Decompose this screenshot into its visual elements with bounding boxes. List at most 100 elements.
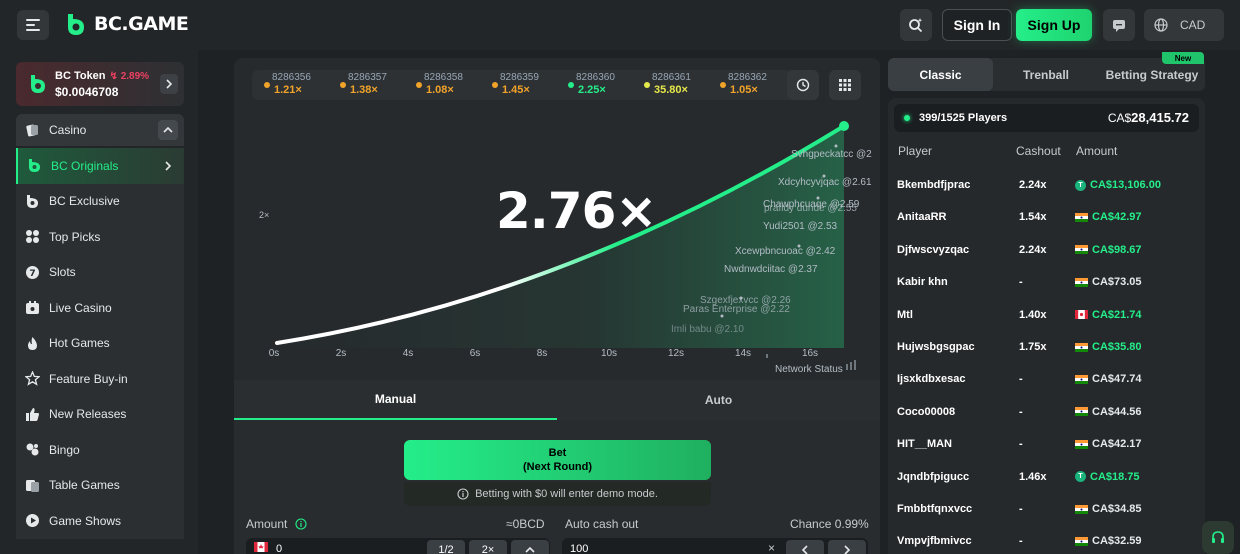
- auto-cashout-label: Auto cash out: [565, 517, 639, 531]
- bc-exclusive-icon: [25, 194, 40, 209]
- grid-view-button[interactable]: [829, 70, 861, 100]
- clear-icon[interactable]: ×: [768, 541, 776, 554]
- history-item[interactable]: 8286362 1.05×: [708, 70, 784, 100]
- tab-classic[interactable]: Classic: [888, 58, 993, 91]
- bc-token-card[interactable]: BC Token ↯ 2.89% $0.0046708: [16, 62, 184, 106]
- player-name[interactable]: Kabir khn: [897, 276, 948, 289]
- amount-input-value: 0: [276, 543, 283, 554]
- collapse-button[interactable]: [158, 120, 178, 140]
- player-row: Jqndbfpigucc 1.46x T CA$18.75: [888, 462, 1205, 494]
- india-flag-icon: [1075, 212, 1088, 222]
- player-name[interactable]: Coco00008: [897, 405, 956, 418]
- bet-button-label: Bet: [548, 447, 567, 459]
- player-name[interactable]: Hujwsbgsgpac: [897, 341, 975, 353]
- sidebar-item-bingo[interactable]: Bingo: [16, 432, 184, 468]
- tab-manual[interactable]: Manual: [234, 380, 557, 420]
- x-axis-tick: 14s: [734, 348, 752, 359]
- support-button[interactable]: [1202, 521, 1234, 554]
- player-name[interactable]: HIT__MAN: [897, 438, 953, 451]
- history-item[interactable]: 8286357 1.38×: [328, 70, 404, 100]
- search-button[interactable]: [900, 9, 932, 41]
- player-name[interactable]: Ijsxkdbxesac: [897, 373, 966, 386]
- player-row: Fmbbtfqnxvcc - CA$34.85: [888, 494, 1205, 526]
- player-amount-value: CA$21.74: [1092, 308, 1142, 321]
- amount-up-button[interactable]: [511, 540, 549, 554]
- cashout-label: Yudi2501 @2.53: [763, 221, 838, 232]
- flame-icon: [25, 336, 40, 351]
- sidebar-item-slots[interactable]: 7 Slots: [16, 254, 184, 290]
- bet-button[interactable]: Bet (Next Round): [404, 440, 711, 480]
- tab-trenball[interactable]: Trenball: [1022, 67, 1069, 82]
- chevron-up-icon: [163, 127, 173, 133]
- sign-in-button[interactable]: Sign In: [942, 9, 1012, 41]
- y-axis-tick: 2×: [259, 210, 270, 220]
- bc-token-icon: [31, 75, 45, 93]
- currency-label: CAD: [1180, 18, 1206, 32]
- history-dot: [264, 82, 270, 88]
- x-axis-tick: 4s: [402, 348, 414, 359]
- sidebar-item-feature-buy-in[interactable]: Feature Buy-in: [16, 361, 184, 397]
- player-cashout: 1.54x: [1019, 211, 1047, 224]
- history-item[interactable]: 8286360 2.25×: [556, 70, 632, 100]
- tab-auto[interactable]: Auto: [704, 393, 733, 407]
- table-games-icon: [25, 478, 40, 493]
- cashout-label: Xdcyhcyvjqac @2.61: [778, 177, 872, 188]
- history-dot: [644, 82, 650, 88]
- player-name[interactable]: Fmbbtfqnxvcc: [897, 503, 973, 515]
- crash-graph: 8286356 1.21× 8286357 1.38× 8286358 1.08…: [234, 58, 880, 380]
- sidebar-item-hot-games[interactable]: Hot Games: [16, 325, 184, 361]
- player-row: Kabir khn - CA$73.05: [888, 267, 1205, 299]
- chat-button[interactable]: [1103, 9, 1135, 41]
- player-name[interactable]: Bkembdfjprac: [897, 179, 971, 191]
- history-multiplier: 1.45×: [502, 84, 530, 96]
- token-expand-button[interactable]: [160, 74, 178, 94]
- history-item[interactable]: 8286356 1.21×: [252, 70, 328, 100]
- history-item[interactable]: 8286359 1.45×: [480, 70, 556, 100]
- bingo-icon: [25, 442, 40, 457]
- sidebar-item-label: New Releases: [49, 407, 127, 422]
- tab-betting-strategy[interactable]: Betting Strategy: [1105, 67, 1199, 82]
- player-name[interactable]: Vmpvjfbmivcc: [897, 535, 972, 548]
- amount-label: Amount: [246, 517, 307, 531]
- player-name[interactable]: AnitaaRR: [897, 211, 947, 224]
- history-button[interactable]: [787, 70, 819, 100]
- history-item[interactable]: 8286358 1.08×: [404, 70, 480, 100]
- crash-curve-line: [275, 124, 846, 345]
- live-casino-icon: [25, 300, 40, 315]
- cashout-decrease-button[interactable]: [786, 540, 824, 554]
- chat-icon: [1113, 20, 1125, 32]
- sidebar-item-new-releases[interactable]: New Releases: [16, 396, 184, 432]
- player-amount-value: CA$18.75: [1090, 470, 1140, 483]
- language-currency-button[interactable]: CAD: [1144, 9, 1224, 41]
- player-amount: CA$21.74: [1075, 309, 1142, 321]
- top-picks-icon: [25, 229, 40, 244]
- history-multiplier: 1.05×: [730, 84, 758, 96]
- logo[interactable]: BC.GAME: [64, 12, 189, 36]
- sidebar-item-game-shows[interactable]: Game Shows: [16, 503, 184, 539]
- sidebar-item-table-games[interactable]: Table Games: [16, 467, 184, 503]
- sidebar-item-casino[interactable]: Casino: [16, 114, 184, 146]
- history-round-id: 8286359: [500, 72, 539, 83]
- player-cashout: 1.40x: [1019, 308, 1047, 321]
- player-cashout: -: [1019, 503, 1023, 515]
- sidebar-item-bc-exclusive[interactable]: BC Exclusive: [16, 183, 184, 219]
- player-name[interactable]: Djfwscvyzqac: [897, 243, 970, 256]
- sidebar-item-bc-originals[interactable]: BC Originals: [16, 148, 184, 184]
- history-item[interactable]: 8286361 35.80×: [632, 70, 708, 100]
- x-axis-tick: 8s: [536, 348, 548, 359]
- player-cashout: -: [1019, 438, 1023, 451]
- menu-toggle-button[interactable]: [17, 10, 49, 40]
- half-amount-button[interactable]: 1/2: [427, 540, 465, 554]
- chevron-right-icon: [165, 161, 171, 171]
- sidebar-item-top-picks[interactable]: Top Picks: [16, 219, 184, 255]
- players-summary: 399/1525 Players CA$28,415.72: [894, 104, 1199, 132]
- sign-up-button[interactable]: Sign Up: [1016, 9, 1092, 41]
- player-amount: CA$42.17: [1075, 438, 1142, 450]
- headset-icon: [1212, 530, 1224, 543]
- svg-text:7: 7: [29, 269, 35, 279]
- cashout-increase-button[interactable]: [828, 540, 866, 554]
- sidebar-item-live-casino[interactable]: Live Casino: [16, 290, 184, 326]
- player-name[interactable]: Jqndbfpigucc: [897, 470, 970, 483]
- player-name[interactable]: Mtl: [897, 308, 913, 321]
- double-amount-button[interactable]: 2×: [469, 540, 507, 554]
